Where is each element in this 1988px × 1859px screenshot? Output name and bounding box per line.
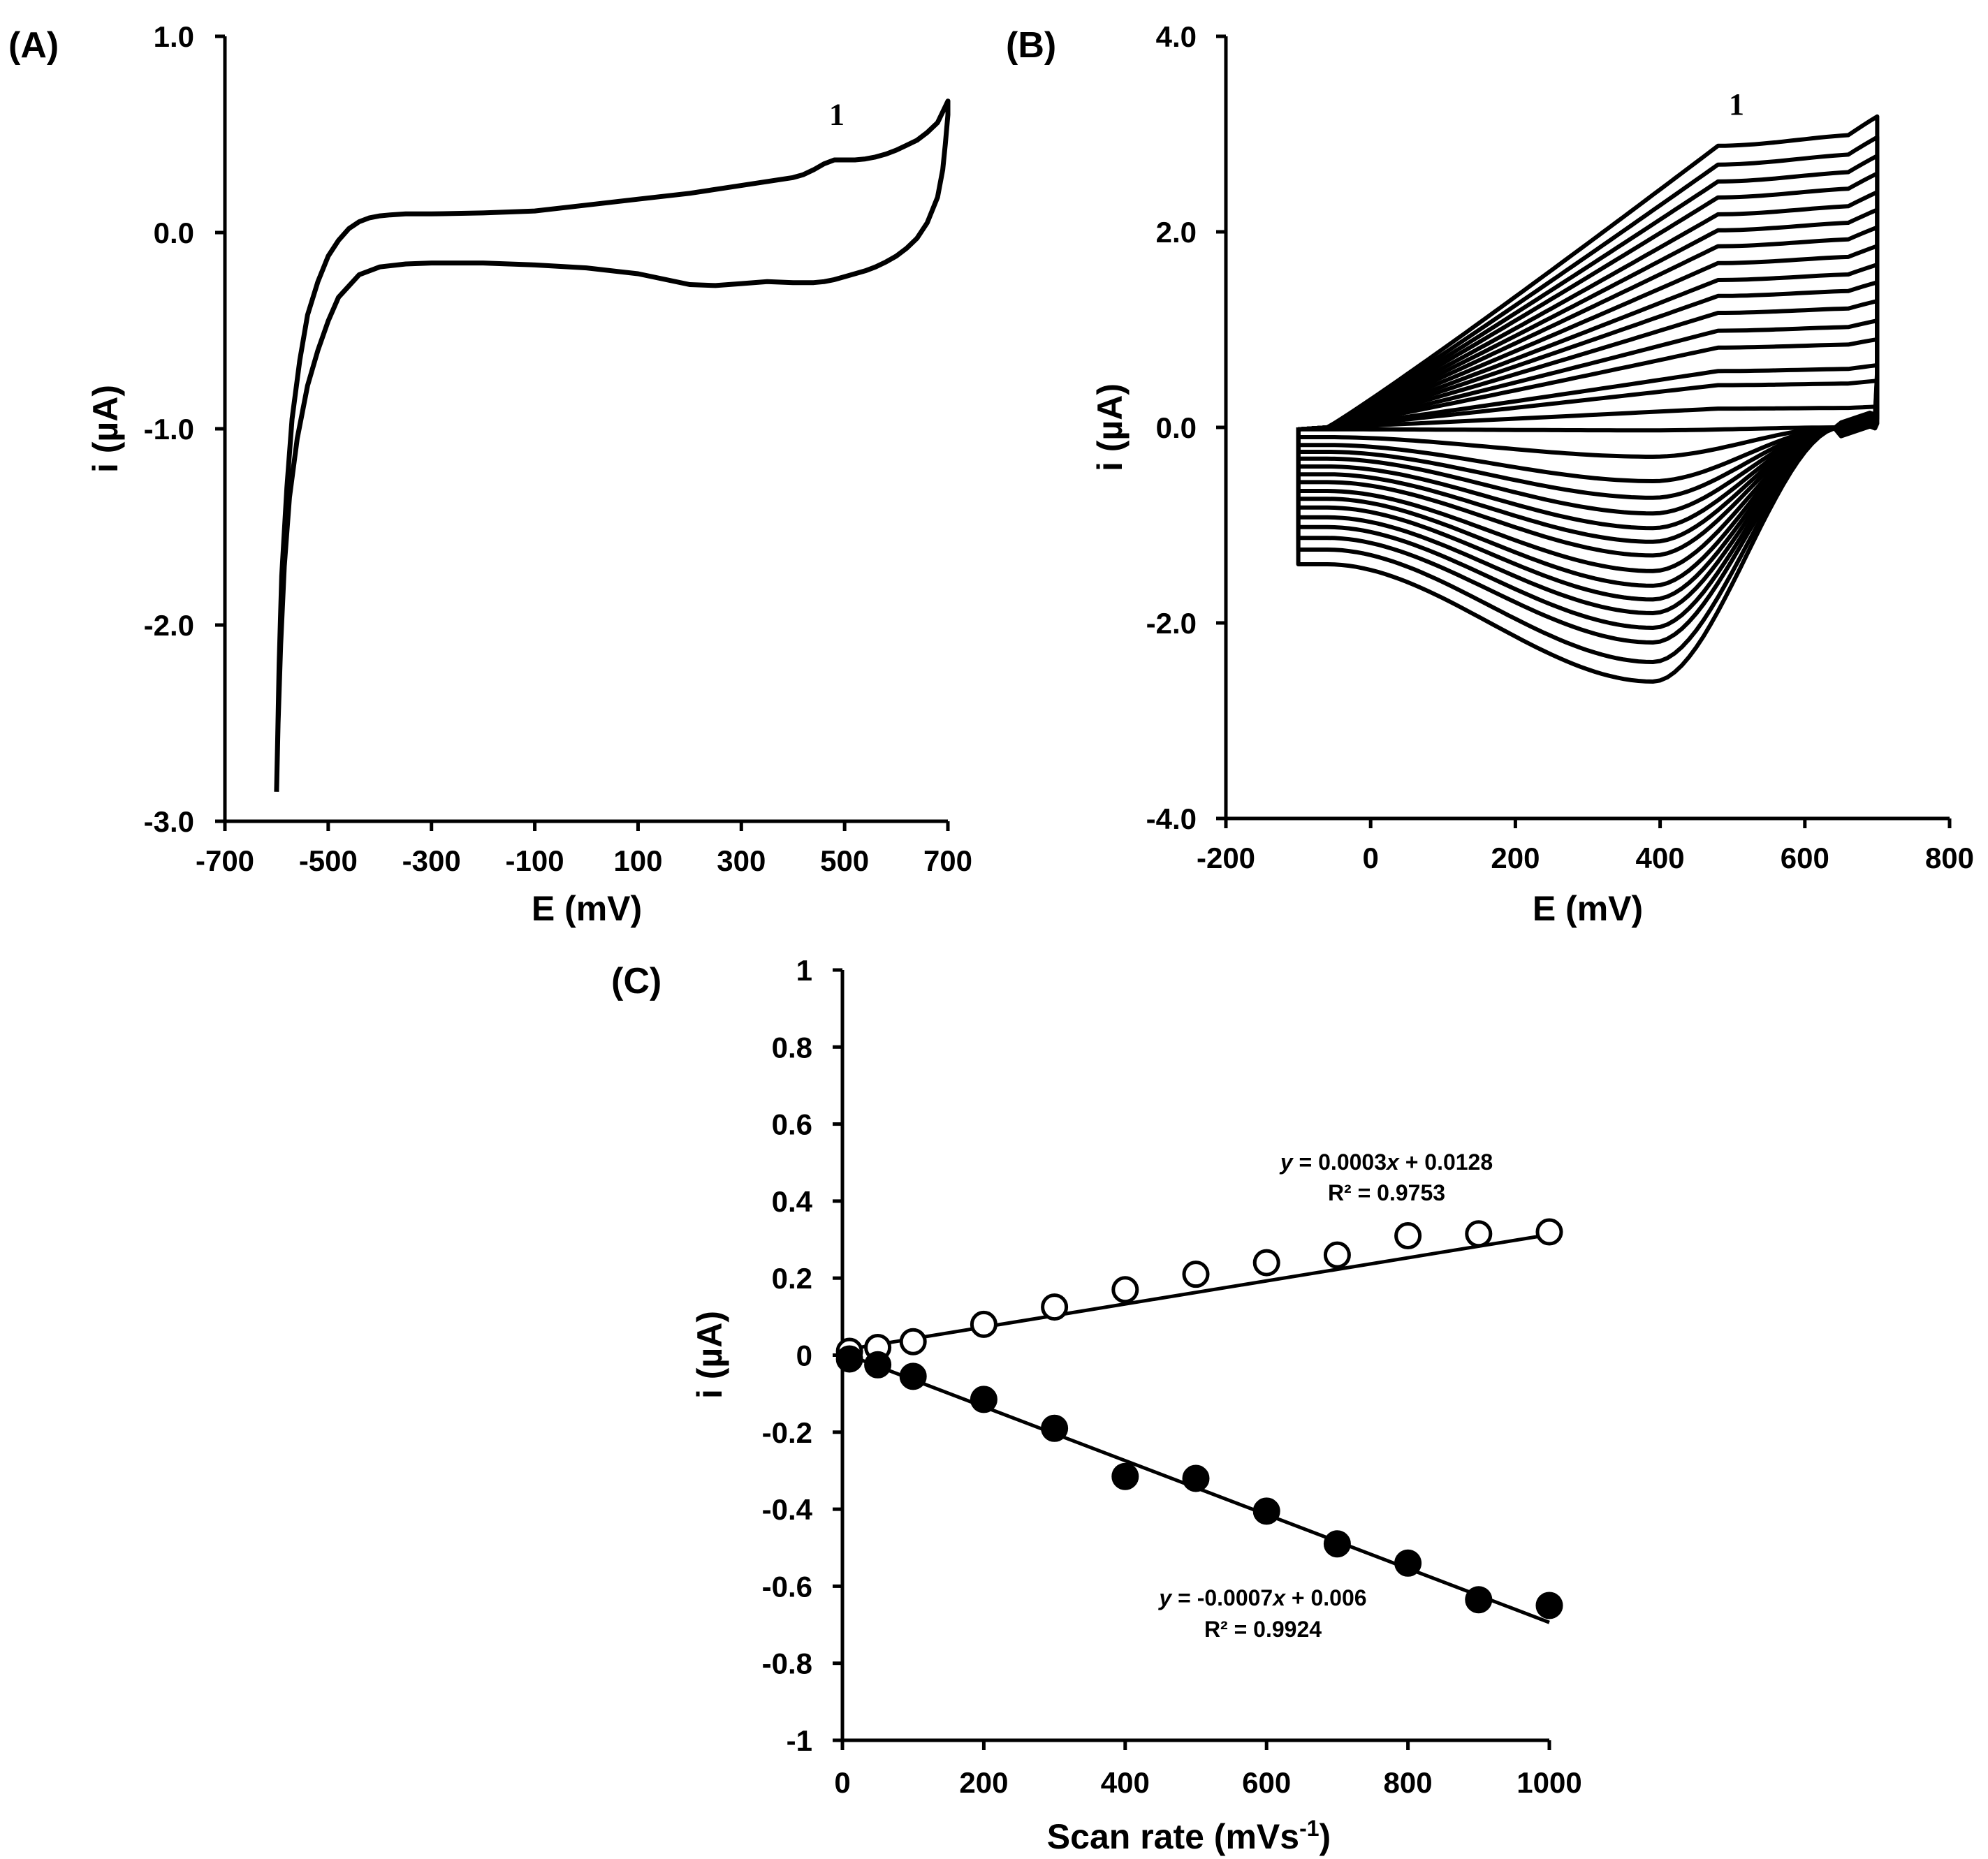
data-point xyxy=(1535,1218,1563,1246)
data-point xyxy=(1323,1530,1351,1558)
data-point xyxy=(1182,1464,1210,1492)
y-tick-label: 0 xyxy=(796,1339,812,1372)
x-tick-label: 0 xyxy=(1363,842,1379,874)
x-tick-label: 200 xyxy=(959,1766,1008,1799)
y-tick-label: -4.0 xyxy=(1146,802,1197,835)
y-axis-label: i (µA) xyxy=(86,385,125,473)
x-tick-label: -500 xyxy=(299,844,358,877)
y-tick-label: -2.0 xyxy=(1146,607,1197,640)
panel-label: (B) xyxy=(1006,25,1056,66)
panel-2: (B) 4.0 2.0 0.0 -2.0 -4.0-200 0 200 400 600 800 E (… xyxy=(1006,20,1974,928)
y-tick-label: 1.0 xyxy=(154,20,194,53)
data-point xyxy=(970,1386,997,1413)
x-tick-label: -100 xyxy=(506,844,564,877)
y-tick-label: 0.0 xyxy=(1156,411,1197,444)
data-point xyxy=(1394,1549,1422,1577)
data-point xyxy=(1465,1220,1493,1248)
panel-label: (A) xyxy=(8,25,59,66)
y-tick-label: -0.4 xyxy=(762,1493,813,1526)
y-axis-label: i (µA) xyxy=(1090,383,1130,471)
y-tick-label: 1 xyxy=(796,954,812,987)
x-tick-label: 200 xyxy=(1491,842,1540,874)
y-tick-label: 0.0 xyxy=(154,216,194,249)
data-point xyxy=(1252,1497,1280,1525)
data-point xyxy=(1111,1276,1139,1304)
panel-1: (A) 1.0 0.0 -1.0 -2.0 -3.0-700 -500 -300 -100 100… xyxy=(8,20,972,928)
x-tick-label: 300 xyxy=(717,844,766,877)
x-tick-label: -300 xyxy=(402,844,461,877)
data-point xyxy=(1535,1592,1563,1619)
x-tick-label: 400 xyxy=(1101,1766,1150,1799)
r-squared-label: R² = 0.9753 xyxy=(1328,1180,1445,1205)
y-tick-label: -1.0 xyxy=(144,413,194,446)
data-point xyxy=(1323,1241,1351,1269)
y-tick-label: 0.6 xyxy=(772,1108,812,1141)
y-tick-label: -0.8 xyxy=(762,1647,812,1680)
data-point xyxy=(899,1362,927,1390)
x-tick-label: 1000 xyxy=(1516,1766,1581,1799)
x-tick-label: 500 xyxy=(820,844,869,877)
y-tick-label: -3.0 xyxy=(144,805,194,838)
x-tick-label: 800 xyxy=(1925,842,1974,874)
data-point xyxy=(899,1328,927,1355)
x-axis-label: E (mV) xyxy=(1533,889,1643,928)
y-axis-label: i (µA) xyxy=(690,1311,729,1399)
data-point xyxy=(835,1345,863,1373)
x-tick-label: 600 xyxy=(1781,842,1829,874)
x-tick-label: 400 xyxy=(1636,842,1685,874)
data-point xyxy=(1041,1414,1069,1442)
data-point xyxy=(864,1351,892,1379)
curve-annotation: 1 xyxy=(829,97,845,131)
data-point xyxy=(1111,1462,1139,1490)
data-point xyxy=(1465,1586,1493,1614)
panel-3: (C) 1 0.8 0.6 0.4 0.2 0 -0.2 -0.4 -0.6 -0.8 -1 0 200 4… xyxy=(611,954,1582,1856)
y-tick-label: -1 xyxy=(787,1724,812,1757)
data-point xyxy=(1041,1293,1069,1321)
x-tick-label: -700 xyxy=(196,844,254,877)
y-tick-label: -0.2 xyxy=(762,1416,812,1449)
x-axis-label: Scan rate (mVs-1) xyxy=(1047,1816,1331,1856)
curve-annotation: 1 xyxy=(1729,87,1744,122)
data-point xyxy=(1252,1249,1280,1277)
y-tick-label: 2.0 xyxy=(1156,216,1197,249)
trendline xyxy=(842,1233,1550,1352)
x-tick-label: 700 xyxy=(923,844,972,877)
y-tick-label: 0.4 xyxy=(772,1185,813,1218)
cv-scan-curve xyxy=(1296,114,1880,684)
x-tick-label: 0 xyxy=(834,1766,850,1799)
data-point xyxy=(1394,1222,1422,1250)
x-tick-label: 600 xyxy=(1242,1766,1291,1799)
y-tick-label: 4.0 xyxy=(1156,20,1197,53)
trendline-equation: y = 0.0003x + 0.0128 xyxy=(1279,1149,1493,1175)
y-tick-label: 0.2 xyxy=(772,1262,812,1295)
x-axis-label: E (mV) xyxy=(532,889,642,928)
x-tick-label: 800 xyxy=(1384,1766,1433,1799)
cv-curve xyxy=(274,98,951,792)
data-point xyxy=(970,1310,997,1338)
y-tick-label: 0.8 xyxy=(772,1031,812,1064)
x-tick-label: -200 xyxy=(1197,842,1255,874)
r-squared-label: R² = 0.9924 xyxy=(1204,1617,1322,1642)
x-tick-label: 100 xyxy=(613,844,662,877)
data-point xyxy=(1182,1261,1210,1288)
y-tick-label: -0.6 xyxy=(762,1570,812,1603)
panel-label: (C) xyxy=(611,961,662,1001)
trendline-equation: y = -0.0007x + 0.006 xyxy=(1157,1585,1366,1610)
y-tick-label: -2.0 xyxy=(144,609,194,642)
